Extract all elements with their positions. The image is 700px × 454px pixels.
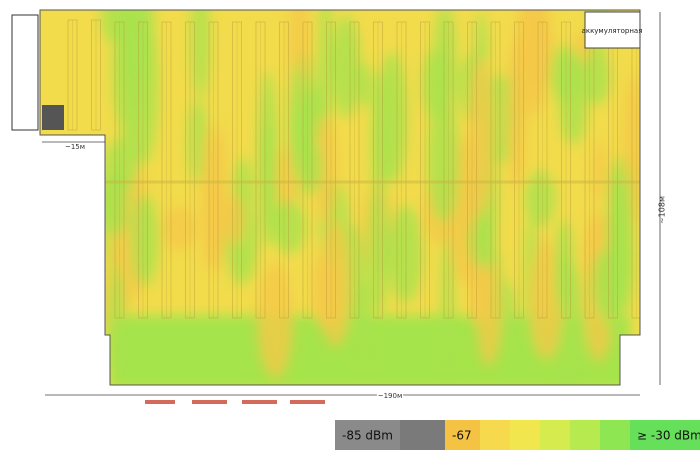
signal-blob bbox=[307, 144, 323, 193]
signal-blob bbox=[519, 10, 554, 98]
column bbox=[42, 105, 64, 130]
legend-label: -85 dBm bbox=[342, 429, 393, 443]
signal-blob bbox=[358, 62, 372, 108]
room-label: аккумуляторная bbox=[582, 27, 643, 35]
signal-blob bbox=[368, 184, 389, 315]
signal-blob bbox=[357, 278, 372, 368]
signal-blob bbox=[257, 262, 294, 379]
signal-blob bbox=[441, 226, 454, 375]
signal-blob bbox=[506, 39, 528, 189]
signal-blob bbox=[427, 96, 460, 224]
battery-room bbox=[584, 11, 641, 49]
signal-blob bbox=[289, 63, 307, 181]
signal-blob bbox=[388, 205, 423, 304]
dimension-label: ~190м bbox=[378, 392, 403, 400]
signal-blob bbox=[476, 255, 502, 367]
signal-blob bbox=[332, 15, 361, 118]
signal-blob bbox=[529, 237, 564, 360]
signal-blob bbox=[107, 264, 125, 382]
signal-blob bbox=[162, 206, 197, 251]
signal-blob bbox=[200, 123, 219, 272]
floor-outline bbox=[39, 9, 641, 386]
legend: -85 dBm -67 ≥ -30 dBm bbox=[335, 420, 700, 450]
signal-blob bbox=[191, 10, 210, 98]
signal-blob bbox=[223, 194, 247, 244]
signal-blob bbox=[582, 48, 611, 105]
signal-blob bbox=[550, 44, 580, 104]
signal-blob bbox=[130, 194, 159, 287]
signal-blob bbox=[272, 199, 306, 254]
heat-layer bbox=[40, 10, 640, 385]
dimension-label: ~108м bbox=[658, 196, 667, 224]
signal-blob bbox=[606, 167, 634, 304]
dimension-label: ~15м bbox=[65, 143, 85, 151]
signal-blob bbox=[554, 219, 575, 315]
dock-marks bbox=[145, 400, 325, 404]
signal-blob bbox=[593, 140, 609, 206]
signal-blob bbox=[112, 10, 143, 134]
signal-blob bbox=[313, 115, 338, 224]
legend-label: -67 bbox=[452, 429, 472, 443]
signal-blob bbox=[525, 170, 556, 227]
legend-label: ≥ -30 dBm bbox=[637, 429, 700, 443]
left-wall bbox=[11, 14, 39, 131]
signal-blob bbox=[318, 10, 333, 143]
signal-blob bbox=[469, 216, 496, 269]
signal-blob bbox=[467, 57, 495, 214]
